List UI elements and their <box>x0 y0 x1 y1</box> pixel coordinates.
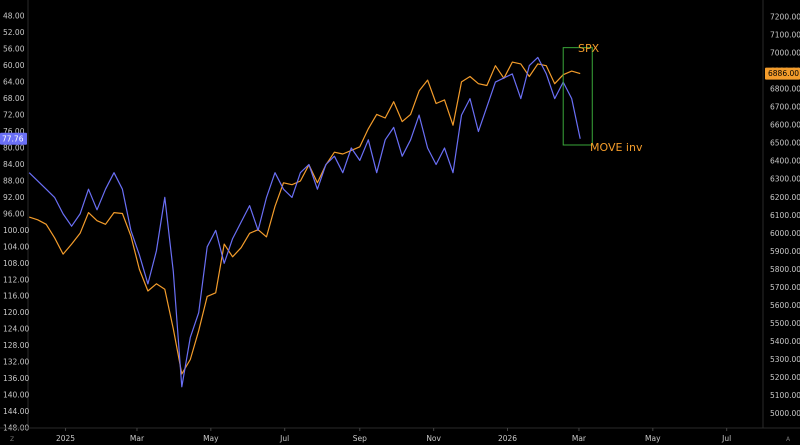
spx-line <box>29 61 581 375</box>
right-tick-label: 5200.00 <box>770 373 800 382</box>
right-tick-label: 6600.00 <box>770 121 800 130</box>
spx-annotation: SPX <box>578 42 600 55</box>
right-tick-label: 6200.00 <box>770 193 800 202</box>
right-tick-label: 7200.00 <box>770 13 800 22</box>
move-inv-annotation: MOVE inv <box>590 141 643 154</box>
x-tick-label: Jul <box>721 434 731 443</box>
right-tick-label: 5900.00 <box>770 247 800 256</box>
move-inv-last-value-label: 77.76 <box>2 134 24 143</box>
x-axis: 2025 Mar May Jul Sep Nov 2026 Mar May Jul <box>0 427 800 443</box>
right-tick-label: 7000.00 <box>770 49 800 58</box>
left-tick-label: 72.00 <box>3 111 25 120</box>
spx-last-value-label: 6886.00 <box>768 69 799 78</box>
x-tick-label: May <box>203 434 219 443</box>
right-tick-label: 5500.00 <box>770 319 800 328</box>
right-tick-label: 6100.00 <box>770 211 800 220</box>
right-tick-label: 5100.00 <box>770 391 800 400</box>
move-inv-line <box>28 56 581 388</box>
right-tick-label: 6300.00 <box>770 175 800 184</box>
corner-left-label: Z <box>10 436 14 443</box>
left-tick-label: 140.00 <box>3 391 29 400</box>
series-layer <box>28 56 581 388</box>
right-tick-label: 6000.00 <box>770 229 800 238</box>
left-tick-label: 52.00 <box>3 28 25 37</box>
left-tick-label: 136.00 <box>3 374 29 383</box>
move-inv-last-value-badge <box>0 132 27 145</box>
right-tick-label: 7100.00 <box>770 31 800 40</box>
right-tick-label: 5700.00 <box>770 283 800 292</box>
right-tick-label: 5300.00 <box>770 355 800 364</box>
x-tick-label: 2026 <box>498 434 517 443</box>
x-tick-label: Mar <box>130 434 145 443</box>
right-axis: 5000.00 5100.00 5200.00 5300.00 5400.00 5500.… <box>762 0 800 428</box>
right-tick-label: 5600.00 <box>770 301 800 310</box>
right-tick-label: 5800.00 <box>770 265 800 274</box>
highlight-box <box>562 47 593 146</box>
left-tick-label: 144.00 <box>3 407 29 416</box>
x-tick-label: Mar <box>572 434 587 443</box>
x-tick-label: May <box>645 434 661 443</box>
left-tick-label: 112.00 <box>3 275 29 284</box>
right-tick-label: 6500.00 <box>770 139 800 148</box>
left-tick-label: 92.00 <box>3 193 25 202</box>
left-tick-label: 116.00 <box>3 292 29 301</box>
left-tick-label: 48.00 <box>3 12 25 21</box>
left-tick-label: 120.00 <box>3 308 29 317</box>
corner-right-label: A <box>786 436 791 443</box>
x-tick-label: Sep <box>353 434 367 443</box>
left-tick-label: 124.00 <box>3 325 29 334</box>
left-axis: 48.00 52.00 56.00 60.00 64.00 68.00 72.00 76.00… <box>0 0 29 433</box>
x-tick-label: 2025 <box>56 434 75 443</box>
left-tick-label: 108.00 <box>3 259 29 268</box>
left-tick-label: 132.00 <box>3 358 29 367</box>
right-tick-label: 5000.00 <box>770 409 800 418</box>
right-tick-label: 5400.00 <box>770 337 800 346</box>
x-tick-label: Jul <box>279 434 289 443</box>
left-tick-label: 96.00 <box>3 209 25 218</box>
overlay-layer: SPX MOVE inv <box>562 42 643 154</box>
left-tick-label: 76.00 <box>3 127 25 136</box>
left-tick-label: 80.00 <box>3 144 25 153</box>
left-tick-label: 64.00 <box>3 78 25 87</box>
left-tick-label: 88.00 <box>3 176 25 185</box>
left-tick-label: 128.00 <box>3 341 29 350</box>
right-tick-label: 6800.00 <box>770 85 800 94</box>
left-tick-label: 56.00 <box>3 45 25 54</box>
spx-last-value-badge <box>765 67 800 80</box>
right-tick-label: 6700.00 <box>770 103 800 112</box>
left-tick-label: 68.00 <box>3 94 25 103</box>
left-tick-label: 100.00 <box>3 226 29 235</box>
right-tick-label: 6400.00 <box>770 157 800 166</box>
x-tick-label: Nov <box>426 434 441 443</box>
left-tick-label: 60.00 <box>3 61 25 70</box>
left-tick-label: 104.00 <box>3 242 29 251</box>
left-tick-label: 84.00 <box>3 160 25 169</box>
